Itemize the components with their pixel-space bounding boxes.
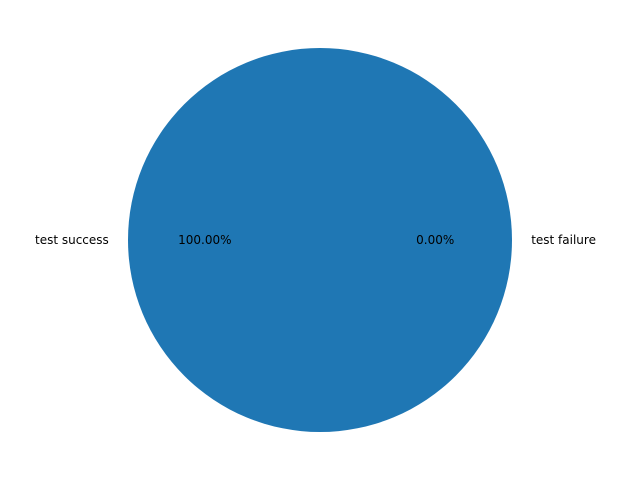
pie-slice-test-success [128, 48, 512, 432]
pie-percent-label-test-failure: 0.00% [416, 233, 454, 247]
pie-percent-label-test-success: 100.00% [178, 233, 231, 247]
pie-label-test-failure: test failure [531, 233, 596, 247]
pie-label-test-success: test success [35, 233, 109, 247]
